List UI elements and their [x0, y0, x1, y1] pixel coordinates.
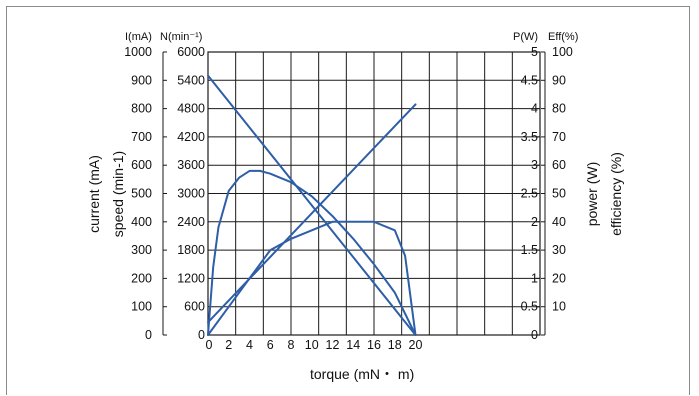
x-tick-label: 14 [346, 338, 360, 352]
efficiency-tick-label: 30 [552, 243, 566, 257]
series-lines [207, 74, 417, 336]
efficiency-tick-label: 50 [552, 187, 566, 201]
current-tick-label: 300 [131, 243, 152, 257]
current-tick-label: 1000 [124, 45, 152, 59]
current-tick-label: 100 [131, 300, 152, 314]
current-curve [207, 103, 417, 324]
efficiency-tick-label: 80 [552, 102, 566, 116]
current-axis-label: current (mA) [86, 155, 102, 233]
current-tick-label: 700 [131, 130, 152, 144]
speed-header: N(min⁻¹) [160, 31, 202, 43]
efficiency-tick-label: 60 [552, 158, 566, 172]
speed-curve [207, 74, 417, 336]
power-tick-label: 2 [531, 215, 538, 229]
speed-tick-label: 4800 [177, 102, 205, 116]
power-tick-label: 1.5 [521, 243, 538, 257]
power-tick-label: 5 [531, 45, 538, 59]
x-tick-label: 0 [206, 338, 213, 352]
speed-tick-label: 1200 [177, 271, 205, 285]
power-tick-label: 0.5 [521, 300, 538, 314]
current-tick-label: 900 [131, 73, 152, 87]
x-tick-label: 16 [367, 338, 381, 352]
current-tick-label: 200 [131, 271, 152, 285]
x-tick-label: 20 [409, 338, 423, 352]
current-header: I(mA) [125, 31, 152, 43]
speed-tick-label: 3000 [177, 187, 205, 201]
tick-labels: 1000900800700600500400300200100060005400… [124, 45, 573, 352]
speed-tick-label: 600 [184, 300, 205, 314]
speed-tick-label: 5400 [177, 73, 205, 87]
current-tick-label: 600 [131, 158, 152, 172]
efficiency-tick-label: 100 [552, 45, 573, 59]
power-axis-label: power (W) [584, 162, 600, 227]
power-tick-label: 0 [531, 328, 538, 342]
speed-tick-label: 2400 [177, 215, 205, 229]
x-axis-label: torque (mN・ m) [310, 366, 414, 382]
power-tick-label: 3.5 [521, 130, 538, 144]
power-tick-label: 1 [531, 271, 538, 285]
speed-tick-label: 4200 [177, 130, 205, 144]
x-tick-label: 6 [267, 338, 274, 352]
efficiency-curve [207, 220, 417, 336]
efficiency-header: Eff(%) [548, 31, 578, 43]
current-tick-label: 400 [131, 215, 152, 229]
power-curve [207, 169, 417, 336]
speed-axis-label: speed (min-1) [110, 151, 126, 237]
speed-tick-label: 3600 [177, 158, 205, 172]
axes [162, 51, 546, 336]
x-tick-label: 10 [305, 338, 319, 352]
power-tick-label: 2.5 [521, 187, 538, 201]
grid [208, 52, 540, 335]
speed-tick-label: 0 [198, 328, 205, 342]
x-tick-label: 4 [246, 338, 253, 352]
efficiency-axis-label: efficiency (%) [608, 152, 624, 236]
power-tick-label: 4.5 [521, 73, 538, 87]
efficiency-tick-label: 20 [552, 271, 566, 285]
speed-tick-label: 1800 [177, 243, 205, 257]
speed-tick-label: 6000 [177, 45, 205, 59]
chart-frame [6, 6, 690, 395]
current-tick-label: 500 [131, 187, 152, 201]
efficiency-tick-label: 40 [552, 215, 566, 229]
power-header: P(W) [513, 31, 538, 43]
efficiency-tick-label: 10 [552, 300, 566, 314]
x-tick-label: 18 [388, 338, 402, 352]
x-tick-label: 2 [225, 338, 232, 352]
efficiency-tick-label: 90 [552, 73, 566, 87]
efficiency-tick-label: 70 [552, 130, 566, 144]
current-tick-label: 800 [131, 102, 152, 116]
power-tick-label: 4 [531, 102, 538, 116]
power-tick-label: 3 [531, 158, 538, 172]
current-tick-label: 0 [145, 328, 152, 342]
x-tick-label: 12 [326, 338, 340, 352]
x-tick-label: 8 [288, 338, 295, 352]
